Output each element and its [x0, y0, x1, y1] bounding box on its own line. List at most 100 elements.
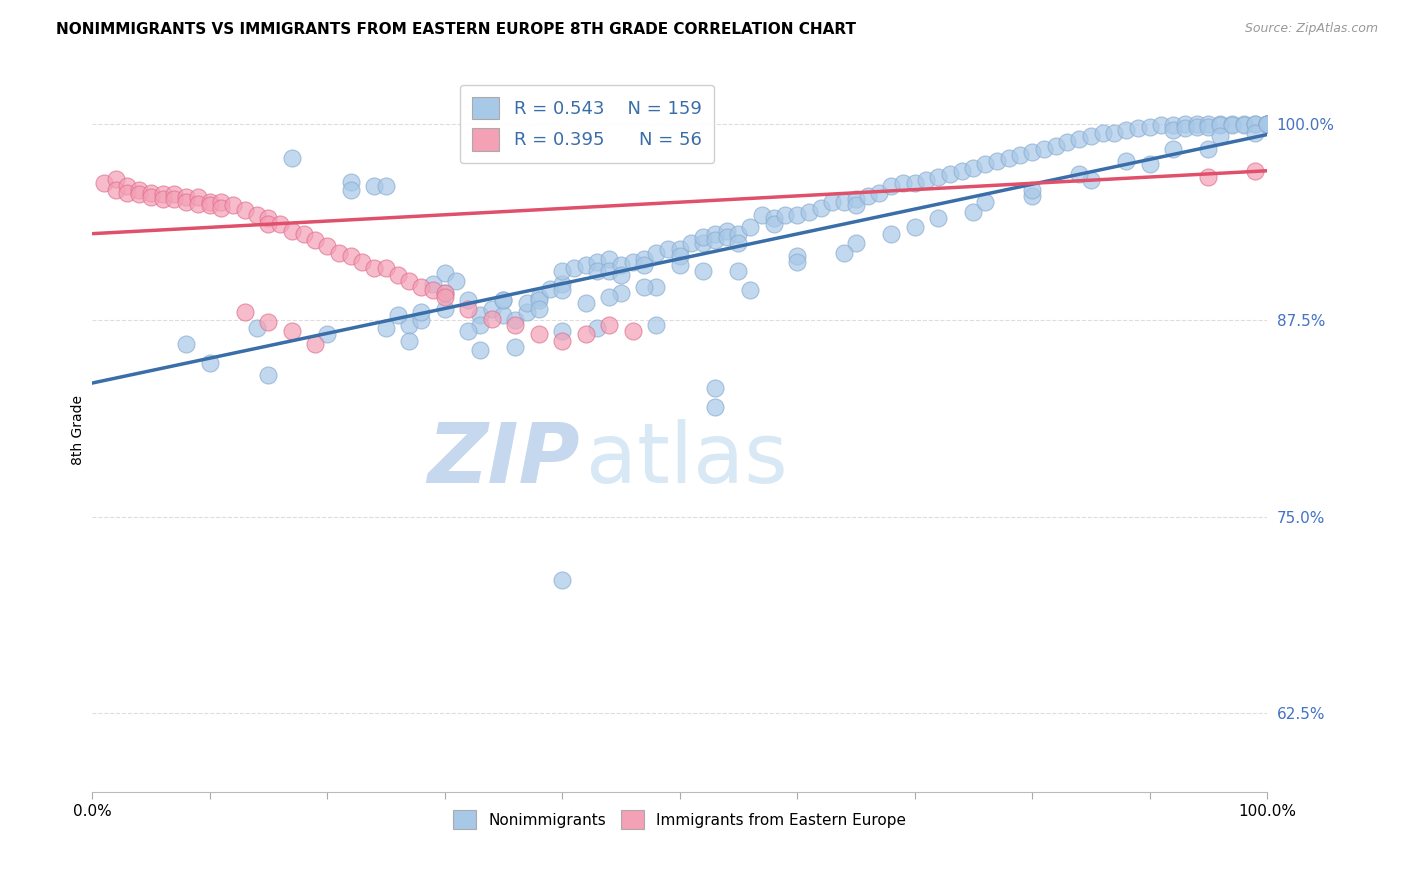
Point	[198, 198, 221, 212]
Point	[1209, 117, 1232, 131]
Point	[1197, 120, 1219, 134]
Point	[198, 356, 221, 370]
Point	[1244, 163, 1267, 178]
Point	[1220, 117, 1243, 131]
Point	[339, 249, 361, 263]
Point	[316, 239, 339, 253]
Point	[1139, 157, 1161, 171]
Point	[821, 195, 844, 210]
Point	[1185, 117, 1208, 131]
Point	[1080, 173, 1102, 187]
Point	[962, 161, 984, 175]
Point	[457, 324, 479, 338]
Point	[457, 293, 479, 307]
Point	[703, 233, 725, 247]
Point	[1115, 123, 1137, 137]
Point	[246, 321, 269, 335]
Point	[222, 198, 245, 212]
Point	[139, 186, 162, 200]
Point	[503, 313, 526, 327]
Point	[598, 264, 620, 278]
Point	[727, 227, 749, 241]
Point	[551, 264, 574, 278]
Point	[1174, 117, 1197, 131]
Legend: Nonimmigrants, Immigrants from Eastern Europe: Nonimmigrants, Immigrants from Eastern E…	[447, 804, 912, 835]
Point	[1150, 118, 1173, 132]
Point	[209, 195, 232, 210]
Point	[281, 324, 304, 338]
Point	[163, 192, 186, 206]
Point	[281, 223, 304, 237]
Point	[352, 255, 374, 269]
Point	[762, 211, 785, 225]
Point	[174, 336, 197, 351]
Point	[1104, 126, 1126, 140]
Point	[845, 236, 868, 251]
Point	[339, 183, 361, 197]
Point	[433, 302, 456, 317]
Point	[1244, 117, 1267, 131]
Point	[468, 309, 491, 323]
Point	[292, 227, 315, 241]
Point	[1256, 117, 1278, 131]
Point	[516, 296, 538, 310]
Point	[422, 277, 444, 291]
Point	[1161, 118, 1184, 132]
Point	[398, 318, 420, 332]
Point	[915, 173, 938, 187]
Point	[411, 280, 433, 294]
Point	[527, 293, 550, 307]
Point	[1185, 120, 1208, 134]
Point	[751, 208, 773, 222]
Point	[328, 245, 350, 260]
Point	[387, 309, 409, 323]
Point	[269, 217, 291, 231]
Point	[762, 217, 785, 231]
Point	[740, 283, 762, 297]
Point	[1115, 154, 1137, 169]
Point	[374, 179, 396, 194]
Point	[1091, 126, 1114, 140]
Point	[128, 187, 150, 202]
Point	[845, 198, 868, 212]
Point	[692, 236, 714, 251]
Point	[950, 163, 973, 178]
Point	[468, 343, 491, 357]
Point	[986, 154, 1008, 169]
Point	[891, 177, 914, 191]
Point	[1032, 142, 1054, 156]
Point	[93, 177, 115, 191]
Point	[233, 202, 256, 217]
Point	[716, 229, 738, 244]
Point	[856, 189, 879, 203]
Point	[668, 243, 690, 257]
Point	[187, 190, 209, 204]
Point	[1244, 126, 1267, 140]
Point	[598, 318, 620, 332]
Point	[997, 151, 1019, 165]
Point	[104, 171, 127, 186]
Point	[516, 305, 538, 319]
Text: ZIP: ZIP	[427, 418, 579, 500]
Point	[621, 255, 644, 269]
Text: Source: ZipAtlas.com: Source: ZipAtlas.com	[1244, 22, 1378, 36]
Point	[575, 296, 598, 310]
Point	[446, 274, 468, 288]
Point	[927, 211, 949, 225]
Point	[621, 324, 644, 338]
Point	[246, 208, 269, 222]
Point	[233, 305, 256, 319]
Point	[692, 229, 714, 244]
Point	[974, 157, 997, 171]
Point	[468, 318, 491, 332]
Point	[1232, 118, 1254, 132]
Point	[1010, 148, 1032, 162]
Point	[645, 280, 668, 294]
Point	[727, 236, 749, 251]
Point	[281, 151, 304, 165]
Point	[527, 289, 550, 303]
Point	[598, 252, 620, 266]
Point	[481, 311, 503, 326]
Point	[645, 318, 668, 332]
Point	[374, 261, 396, 276]
